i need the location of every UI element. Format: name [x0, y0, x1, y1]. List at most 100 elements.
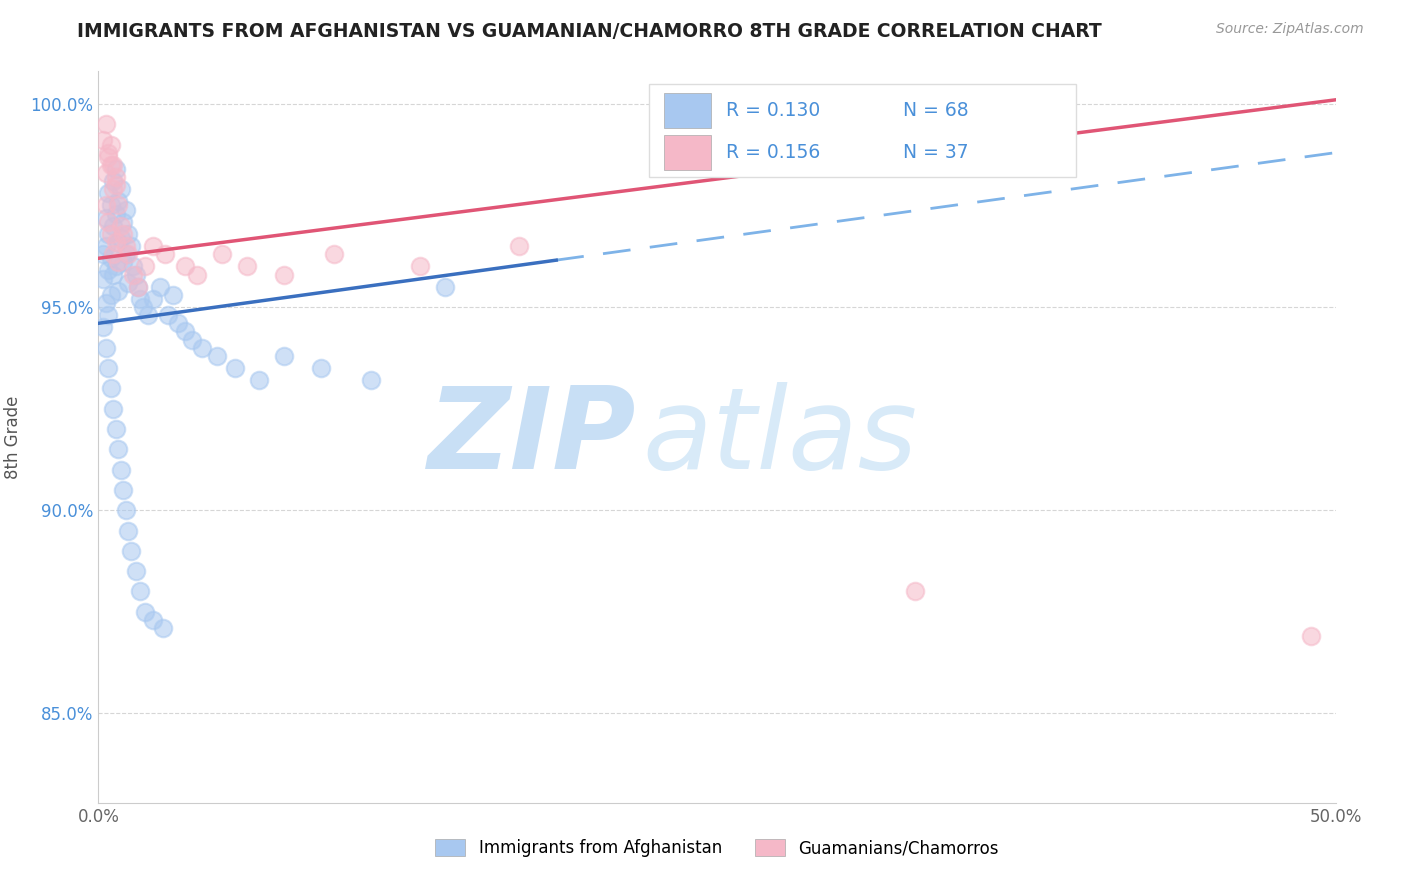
Point [97, 215, 120, 229]
Point [107, 442, 129, 457]
Point [162, 288, 184, 302]
Point [107, 194, 129, 209]
Point [104, 422, 127, 436]
Point [117, 247, 139, 261]
Point [103, 158, 125, 172]
Point [122, 268, 145, 282]
Point [174, 325, 197, 339]
Point [127, 279, 149, 293]
Point [122, 260, 145, 274]
FancyBboxPatch shape [650, 84, 1076, 178]
Legend: Immigrants from Afghanistan, Guamanians/Chamorros: Immigrants from Afghanistan, Guamanians/… [429, 832, 1005, 864]
Point [110, 182, 132, 196]
Point [273, 349, 295, 363]
Point [247, 373, 270, 387]
Point [181, 333, 204, 347]
Point [129, 292, 152, 306]
FancyBboxPatch shape [664, 93, 711, 128]
Point [124, 268, 146, 282]
Point [322, 247, 344, 261]
Point [103, 182, 125, 196]
Point [142, 613, 165, 627]
Text: R = 0.156: R = 0.156 [725, 143, 820, 162]
Point [112, 227, 135, 241]
Point [100, 198, 122, 212]
Point [409, 260, 432, 274]
Point [110, 462, 132, 476]
Point [142, 292, 165, 306]
Point [124, 564, 146, 578]
Point [93, 271, 115, 285]
Point [94, 296, 117, 310]
Point [114, 247, 136, 261]
Point [97, 150, 120, 164]
Point [100, 381, 122, 395]
Point [107, 255, 129, 269]
Point [103, 401, 125, 416]
Point [155, 247, 177, 261]
Point [93, 320, 115, 334]
Text: IMMIGRANTS FROM AFGHANISTAN VS GUAMANIAN/CHAMORRO 8TH GRADE CORRELATION CHART: IMMIGRANTS FROM AFGHANISTAN VS GUAMANIAN… [77, 22, 1102, 41]
Point [103, 247, 125, 261]
Point [273, 268, 295, 282]
Point [100, 252, 122, 266]
Point [100, 137, 122, 152]
Y-axis label: 8th Grade: 8th Grade [4, 395, 22, 479]
Point [112, 215, 135, 229]
Point [186, 268, 208, 282]
Point [103, 174, 125, 188]
Point [134, 260, 156, 274]
Point [104, 235, 127, 249]
Point [1299, 629, 1322, 643]
Point [508, 239, 530, 253]
Point [97, 145, 120, 160]
Point [107, 284, 129, 298]
Point [107, 235, 129, 249]
Point [904, 584, 927, 599]
Point [97, 308, 120, 322]
Text: atlas: atlas [643, 382, 918, 492]
Point [104, 161, 127, 176]
Point [104, 260, 127, 274]
Point [134, 605, 156, 619]
Text: N = 68: N = 68 [903, 101, 969, 120]
Point [94, 341, 117, 355]
Point [103, 268, 125, 282]
Point [360, 373, 382, 387]
Point [211, 247, 233, 261]
Point [94, 166, 117, 180]
Point [103, 219, 125, 233]
Point [110, 231, 132, 245]
FancyBboxPatch shape [664, 135, 711, 170]
Point [104, 206, 127, 220]
Point [132, 300, 155, 314]
Point [93, 133, 115, 147]
Point [114, 202, 136, 217]
Point [191, 341, 214, 355]
Point [94, 211, 117, 225]
Point [166, 316, 188, 330]
Point [117, 524, 139, 538]
Point [156, 308, 179, 322]
Text: R = 0.130: R = 0.130 [725, 101, 820, 120]
Point [94, 117, 117, 131]
Point [129, 584, 152, 599]
Point [97, 263, 120, 277]
Point [94, 198, 117, 212]
Point [97, 361, 120, 376]
Point [104, 178, 127, 193]
Point [152, 621, 174, 635]
Point [174, 260, 197, 274]
Text: Source: ZipAtlas.com: Source: ZipAtlas.com [1216, 22, 1364, 37]
Point [100, 288, 122, 302]
Point [136, 308, 159, 322]
Point [97, 227, 120, 241]
Point [117, 276, 139, 290]
Point [205, 349, 228, 363]
Point [433, 279, 456, 293]
Point [149, 279, 172, 293]
Point [110, 219, 132, 233]
Point [120, 544, 142, 558]
Point [236, 260, 259, 274]
Point [97, 186, 120, 201]
